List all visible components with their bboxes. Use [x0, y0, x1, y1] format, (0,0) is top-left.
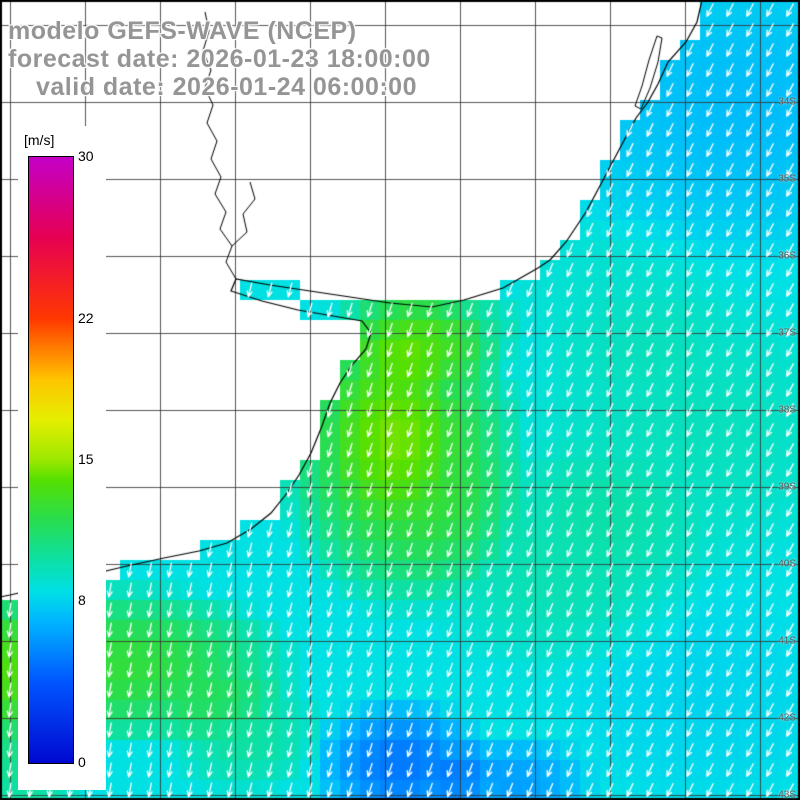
valid-date-label: valid date: 2026-01-24 06:00:00	[36, 73, 417, 101]
model-title: modelo GEFS-WAVE (NCEP)	[8, 17, 357, 45]
colorbar-tick-label: 8	[78, 592, 86, 609]
colorbar-unit-label: [m/s]	[24, 132, 55, 148]
colorbar-tick-label: 0	[78, 754, 86, 770]
colorbar: [m/s] 30 22 15 8 0	[18, 126, 106, 790]
colorbar-gradient	[28, 156, 74, 764]
forecast-date-label: forecast date: 2026-01-23 18:00:00	[8, 45, 431, 73]
colorbar-tick-label: 15	[78, 451, 94, 467]
colorbar-tick-label: 22	[78, 309, 94, 326]
colorbar-tick-label: 30	[78, 148, 94, 164]
